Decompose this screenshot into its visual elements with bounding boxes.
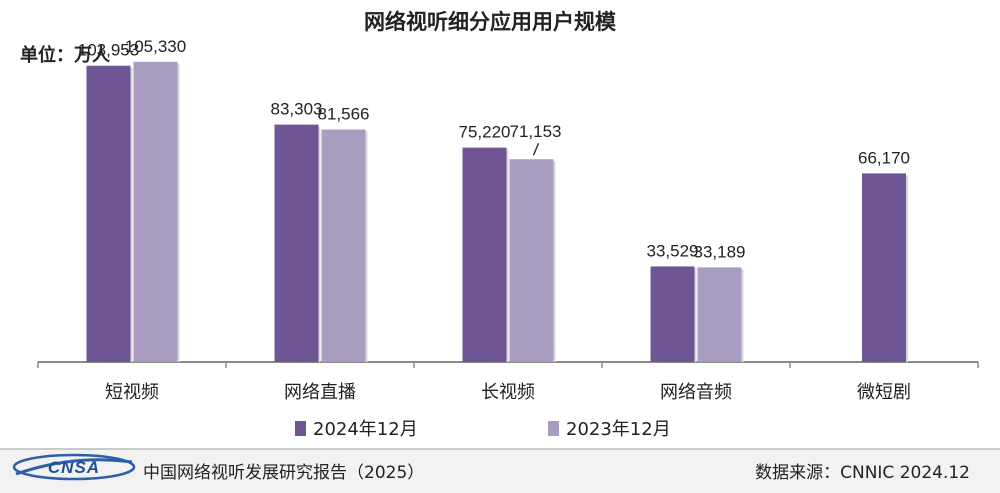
bar-shadow	[553, 161, 556, 362]
bar-shadow	[130, 67, 133, 362]
legend-swatch	[548, 421, 559, 436]
category-label: 长视频	[481, 382, 535, 403]
bar	[86, 65, 131, 362]
data-label: 103,953	[78, 41, 139, 60]
cnsa-logo: CNSA	[12, 453, 136, 481]
data-label: 33,189	[694, 242, 746, 261]
label-leader	[532, 142, 540, 156]
data-label: 66,170	[858, 148, 910, 167]
bar-shadow	[906, 175, 908, 362]
category-label: 网络直播	[284, 382, 356, 403]
data-label: 71,153	[510, 122, 562, 141]
bar	[274, 124, 319, 362]
data-label: 75,220	[459, 123, 511, 142]
bar	[650, 266, 695, 362]
data-label: 33,529	[647, 241, 699, 260]
category-label: 微短剧	[857, 382, 911, 403]
data-source: 数据来源：CNNIC 2024.12	[755, 463, 970, 483]
report-name: 中国网络视听发展研究报告（2025）	[143, 463, 425, 483]
category-label: 网络音频	[660, 382, 732, 403]
bar	[697, 267, 742, 362]
bar-shadow	[365, 131, 368, 362]
bar	[133, 61, 178, 362]
bar	[509, 159, 554, 362]
bar-shadow	[741, 269, 744, 362]
chart-title: 网络视听细分应用用户规模	[364, 10, 617, 34]
footer-divider	[0, 448, 1000, 450]
bar	[321, 129, 366, 362]
data-label: 83,303	[271, 100, 323, 119]
legend-label: 2024年12月	[313, 419, 418, 440]
bar-shadow	[177, 63, 180, 362]
bar	[462, 147, 507, 362]
category-label: 短视频	[105, 382, 159, 403]
bar-shadow	[318, 126, 321, 362]
bar-shadow	[506, 149, 509, 362]
bar-shadow	[694, 268, 697, 362]
footer	[0, 448, 1000, 493]
data-label: 81,566	[318, 105, 370, 124]
unit-label: 单位：万人	[20, 44, 111, 66]
bar	[862, 173, 906, 362]
cnsa-logo-text: CNSA	[48, 458, 100, 477]
data-label: 105,330	[125, 37, 186, 56]
legend-label: 2023年12月	[566, 419, 671, 440]
legend-swatch	[295, 421, 306, 436]
